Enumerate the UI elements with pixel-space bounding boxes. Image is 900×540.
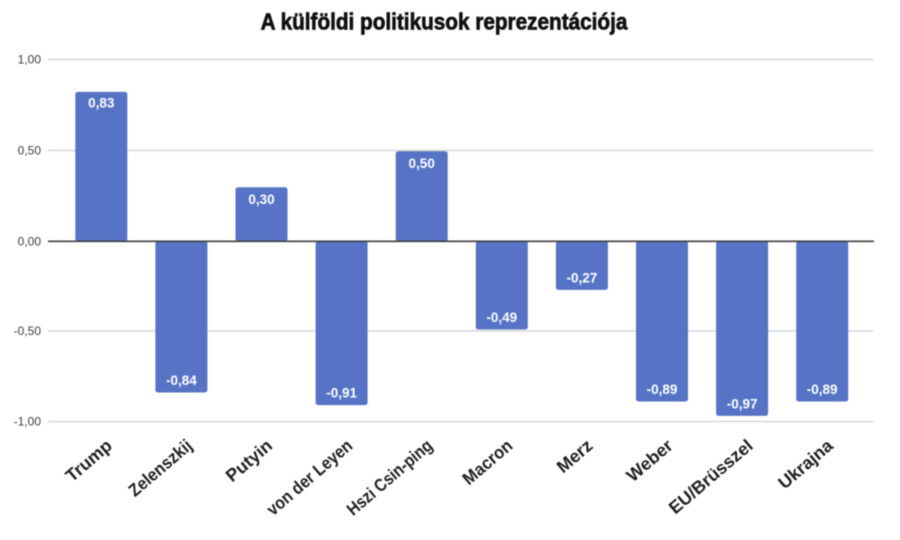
svg-text:-0,89: -0,89 xyxy=(647,382,678,397)
svg-text:-1,00: -1,00 xyxy=(14,415,42,429)
svg-text:A külföldi politikusok repreze: A külföldi politikusok reprezentációja xyxy=(261,8,629,34)
svg-text:1,00: 1,00 xyxy=(18,53,42,67)
svg-text:-0,91: -0,91 xyxy=(326,386,357,401)
svg-text:0,50: 0,50 xyxy=(18,144,42,158)
svg-text:-0,84: -0,84 xyxy=(166,373,197,388)
svg-text:-0,97: -0,97 xyxy=(727,396,758,411)
svg-text:0,30: 0,30 xyxy=(248,192,274,207)
svg-text:-0,49: -0,49 xyxy=(486,310,517,325)
svg-text:-0,27: -0,27 xyxy=(567,270,598,285)
svg-text:-0,50: -0,50 xyxy=(14,324,42,338)
svg-text:-0,89: -0,89 xyxy=(807,382,838,397)
svg-text:0,50: 0,50 xyxy=(409,156,435,171)
svg-text:0,83: 0,83 xyxy=(88,96,115,111)
svg-text:0,00: 0,00 xyxy=(18,234,42,248)
